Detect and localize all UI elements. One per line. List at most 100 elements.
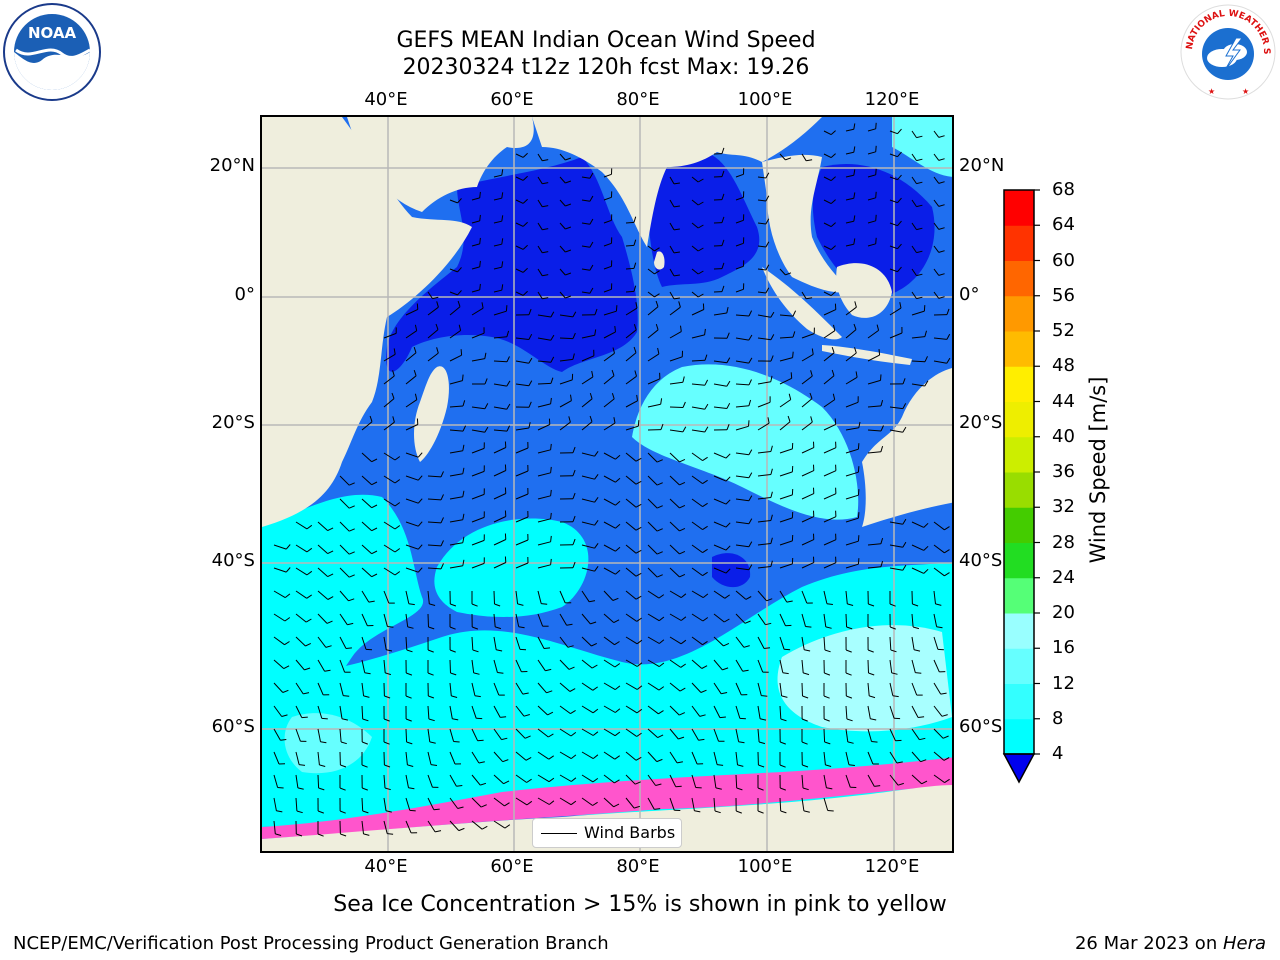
wind-barb-staff — [493, 659, 498, 673]
left-tick-0: 0° — [234, 284, 255, 305]
wind-barb-staff — [889, 429, 903, 433]
wind-barb-staff — [603, 242, 612, 247]
wind-barb-staff — [867, 329, 879, 339]
wind-barb-staff — [515, 245, 524, 250]
wind-barb-feather — [568, 666, 575, 670]
wind-barb-feather — [568, 416, 571, 423]
top-tick-80e: 80°E — [616, 89, 660, 110]
wind-barb-feather — [384, 787, 391, 791]
wind-barb-feather — [673, 251, 680, 254]
wind-barb-feather — [636, 662, 643, 667]
wind-barb-feather — [594, 497, 599, 503]
wind-barb-staff — [647, 613, 660, 622]
wind-barb-feather — [757, 810, 764, 814]
wind-barb-feather — [853, 238, 856, 245]
wind-barb-staff — [691, 291, 699, 298]
wind-barb-feather — [569, 688, 576, 692]
wind-barb-feather — [495, 626, 502, 630]
wind-barb-staff — [339, 613, 348, 625]
wind-barb-staff — [449, 473, 463, 477]
wind-barb-staff — [845, 448, 859, 454]
wind-barb-staff — [581, 613, 591, 625]
wind-barb-feather — [615, 523, 621, 529]
wind-barb-staff — [867, 379, 881, 385]
wind-barb-feather — [474, 695, 481, 698]
wind-barb-staff — [559, 291, 566, 299]
left-tick-40s: 40°S — [211, 550, 255, 571]
wind-barb-feather — [453, 741, 460, 743]
wind-barb-feather — [891, 672, 898, 675]
wind-barb-staff — [405, 544, 419, 550]
wind-barb-staff — [867, 659, 869, 674]
wind-barb-feather — [363, 833, 370, 836]
wind-barb-staff — [273, 590, 286, 599]
wind-barb-staff — [471, 562, 485, 569]
wind-barb-feather — [902, 378, 906, 385]
wind-barb-staff — [889, 659, 893, 673]
wind-barb-staff — [427, 797, 435, 810]
wind-barb-feather — [362, 718, 369, 722]
wind-barb-staff — [317, 659, 326, 672]
wind-barb-staff — [669, 356, 683, 362]
wind-barb-feather — [897, 782, 904, 786]
wind-barb-staff — [493, 820, 506, 829]
wind-barb-staff — [933, 774, 945, 784]
wind-barb-staff — [515, 636, 521, 650]
wind-barb-feather — [517, 603, 524, 606]
wind-barb-feather — [570, 732, 577, 737]
wind-barb-feather — [614, 708, 621, 713]
wind-barb-staff — [361, 682, 365, 696]
wind-barb-feather — [594, 329, 597, 336]
wind-barb-feather — [811, 348, 814, 355]
wind-barb-feather — [660, 423, 664, 430]
wind-barb-feather — [892, 695, 899, 698]
wind-barb-staff — [603, 331, 616, 339]
wind-barb-feather — [471, 603, 478, 607]
wind-barb-staff — [449, 429, 464, 432]
wind-barb-staff — [735, 682, 742, 696]
wind-barb-staff — [405, 774, 409, 788]
wind-barb-staff — [515, 222, 524, 227]
wind-barb-staff — [911, 682, 918, 696]
wind-barb-staff — [471, 429, 485, 433]
wind-barb-staff — [581, 355, 595, 362]
wind-barb-feather — [806, 297, 813, 300]
wind-barb-feather — [920, 759, 927, 763]
wind-barb-staff — [911, 130, 917, 138]
wind-barb-staff — [581, 199, 590, 202]
wind-barb-staff — [603, 636, 615, 646]
wind-barb-feather — [570, 777, 577, 782]
wind-barb-staff — [779, 314, 794, 317]
wind-barb-staff — [647, 590, 660, 599]
wind-barb-feather — [462, 444, 465, 451]
wind-barb-feather — [748, 541, 753, 548]
wind-barb-feather — [545, 668, 552, 672]
wind-barb-feather — [528, 422, 531, 429]
wind-barb-feather — [943, 757, 950, 761]
wind-barb-feather — [857, 466, 860, 473]
wind-barb-staff — [339, 705, 343, 719]
wind-barb-staff — [449, 542, 463, 546]
wind-barb-staff — [823, 590, 828, 604]
wind-barb-staff — [515, 562, 529, 569]
wind-barb-staff — [581, 797, 593, 806]
wind-barb-staff — [933, 268, 940, 276]
wind-barb-staff — [889, 307, 902, 316]
wind-barb-feather — [785, 272, 792, 276]
wind-barb-feather — [918, 716, 925, 718]
wind-barb-staff — [669, 544, 680, 555]
wind-barb-staff — [361, 613, 368, 627]
wind-barb-staff — [581, 475, 595, 480]
wind-barb-staff — [295, 613, 307, 623]
wind-barb-staff — [911, 383, 925, 387]
wind-barb-feather — [938, 158, 945, 161]
wind-barb-staff — [273, 705, 283, 717]
wind-barb-feather — [484, 378, 488, 385]
wind-barb-feather — [658, 594, 665, 599]
wind-barb-staff — [647, 728, 659, 738]
wind-barb-staff — [713, 312, 727, 316]
wind-barb-staff — [603, 452, 616, 460]
wind-barb-feather — [880, 445, 884, 452]
wind-barb-staff — [823, 636, 826, 651]
wind-barb-feather — [853, 192, 856, 199]
